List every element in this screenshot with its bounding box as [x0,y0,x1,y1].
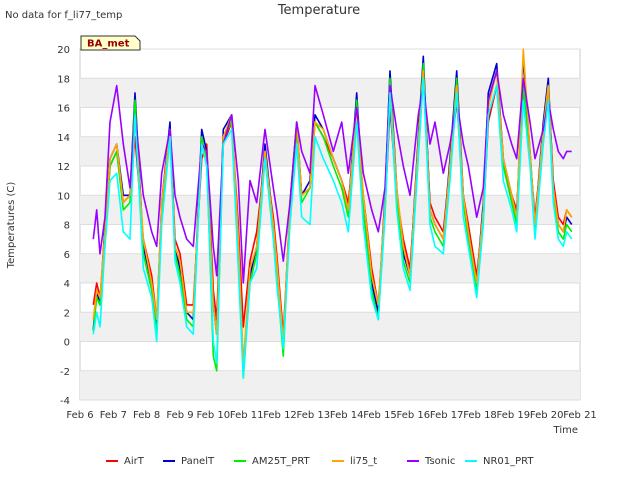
series-line-nr01_prt [92,77,573,379]
x-tick-label: Feb 18 [463,410,497,421]
x-axis-label: Time [553,425,578,436]
x-tick-label: Feb 16 [397,410,431,421]
legend-label: PanelT [181,456,215,467]
legend-label: NR01_PRT [483,456,534,467]
band [80,370,580,400]
x-tick-label: Feb 19 [497,410,531,421]
legend-item: li75_t [332,456,377,467]
band [80,312,580,342]
y-axis-label: Temperatures (C) [6,182,17,270]
y-tick-label: 0 [64,338,70,349]
series-lines [92,48,573,379]
x-tick-label: Feb 6 [66,410,93,421]
series-line-li75_t [92,48,573,365]
x-tick-label: Feb 10 [197,410,231,421]
site-label-box: BA_met [80,35,141,51]
y-tick-label: -2 [60,367,70,378]
x-tick-label: Feb 20 [530,410,564,421]
band [80,253,580,283]
x-tick-label: Feb 17 [430,410,464,421]
band [80,78,580,108]
site-label: BA_met [87,39,130,50]
no-data-note: No data for f_li77_temp [5,10,122,21]
y-tick-label: 16 [57,104,70,115]
x-tick-label: Feb 21 [563,410,597,421]
y-tick-label: 12 [57,162,70,173]
x-tick-label: Feb 9 [166,410,193,421]
y-tick-label: 2 [64,308,70,319]
y-axis-ticks: -4 -2 0 2 4 6 8 10 12 14 16 18 20 [57,45,70,407]
x-tick-label: Feb 8 [133,410,160,421]
legend: AirT PanelT AM25T_PRT li75_t Tsonic NR01_PRT [106,456,534,467]
x-tick-label: Feb 12 [263,410,297,421]
legend-item: PanelT [163,456,215,467]
y-tick-label: 10 [57,191,70,202]
y-tick-label: 6 [64,250,70,261]
x-tick-label: Feb 14 [330,410,364,421]
legend-item: AirT [106,456,145,467]
x-tick-label: Feb 15 [363,410,397,421]
legend-label: AirT [124,456,145,467]
x-tick-label: Feb 11 [230,410,264,421]
y-tick-label: 8 [64,221,70,232]
series-line-tsonic [92,70,572,284]
y-tick-label: 20 [57,45,70,56]
x-tick-label: Feb 13 [297,410,331,421]
legend-item: NR01_PRT [465,456,534,467]
y-tick-label: 4 [64,279,70,290]
y-tick-label: -4 [60,396,70,407]
legend-item: Tsonic [407,456,455,467]
band [80,195,580,225]
x-axis-ticks: Feb 6 Feb 7 Feb 8 Feb 9 Feb 10 Feb 11 Feb 12 Fe… [66,410,596,421]
y-tick-label: 18 [57,74,70,85]
legend-label: Tsonic [424,456,455,467]
x-tick-label: Feb 7 [100,410,127,421]
legend-label: AM25T_PRT [252,456,311,467]
chart-title: Temperature [277,3,360,18]
y-tick-label: 14 [57,133,70,144]
legend-item: AM25T_PRT [234,456,311,467]
legend-label: li75_t [350,456,377,467]
